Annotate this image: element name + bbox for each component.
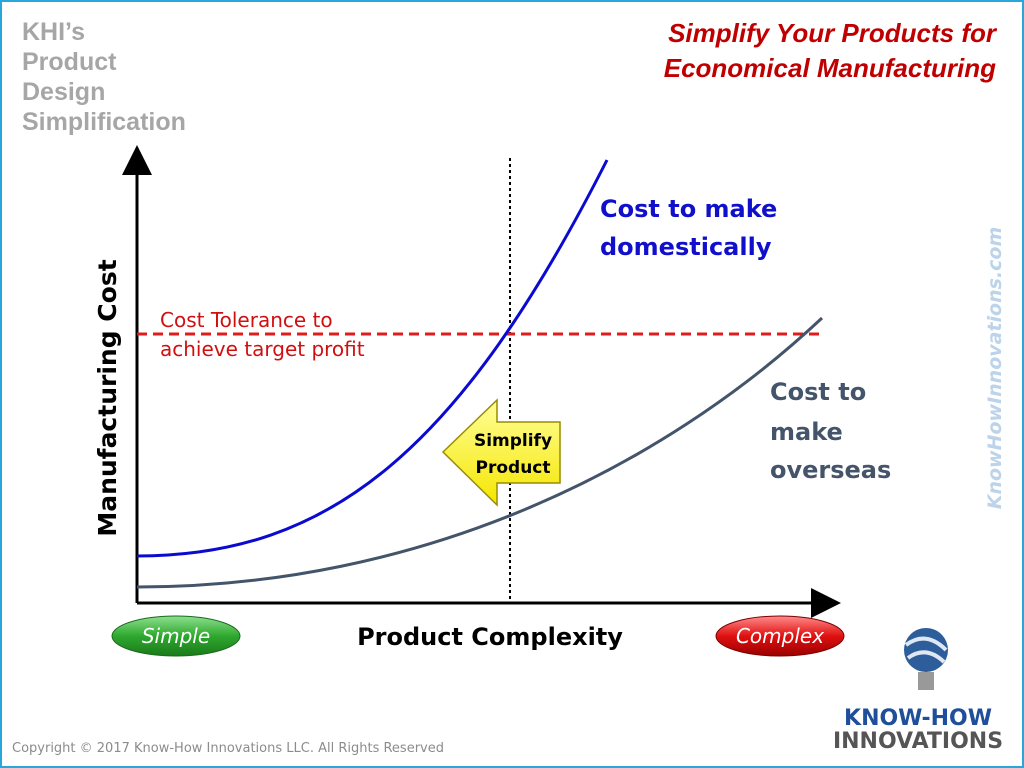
tolerance-label: achieve target profit	[160, 337, 365, 361]
brand-line: Simplification	[22, 108, 186, 136]
domestic-label: Cost to make	[600, 195, 777, 223]
overseas-curve	[136, 316, 824, 589]
brand-line: KHI’s	[22, 18, 85, 46]
overseas-label: make	[770, 418, 843, 446]
complex-pill	[715, 615, 845, 657]
logo: KNOW-HOW INNOVATIONS	[833, 628, 1003, 754]
brand-line: Product	[22, 48, 117, 76]
overseas-label: overseas	[770, 456, 891, 484]
brand: KHI’s Product Design Simplification	[22, 18, 186, 136]
website: KnowHowInnovations.com	[984, 227, 1006, 510]
overseas-label: Cost to	[770, 378, 866, 406]
title-line: Simplify Your Products for	[668, 18, 998, 48]
simple-pill	[111, 615, 241, 657]
title-line: Economical Manufacturing	[664, 53, 996, 83]
brand-line: Design	[22, 78, 105, 106]
simple-label: Simple	[142, 624, 210, 648]
domestic-curve	[136, 159, 609, 558]
domestic-label: domestically	[600, 233, 772, 261]
logo-line: INNOVATIONS	[833, 729, 1003, 754]
arrow-label: Product	[476, 458, 551, 478]
complex-label: Complex	[736, 624, 824, 648]
y-axis-label: Manufacturing Cost	[93, 259, 122, 536]
copyright: Copyright © 2017 Know-How Innovations LL…	[12, 741, 444, 756]
arrow-label: Simplify	[474, 431, 552, 451]
title: Simplify Your Products for Economical Ma…	[664, 18, 998, 83]
x-axis-label: Product Complexity	[357, 623, 623, 651]
logo-line: KNOW-HOW	[844, 706, 992, 731]
simplify-arrow: Simplify Product	[441, 398, 561, 507]
tolerance-label: Cost Tolerance to	[160, 308, 333, 332]
